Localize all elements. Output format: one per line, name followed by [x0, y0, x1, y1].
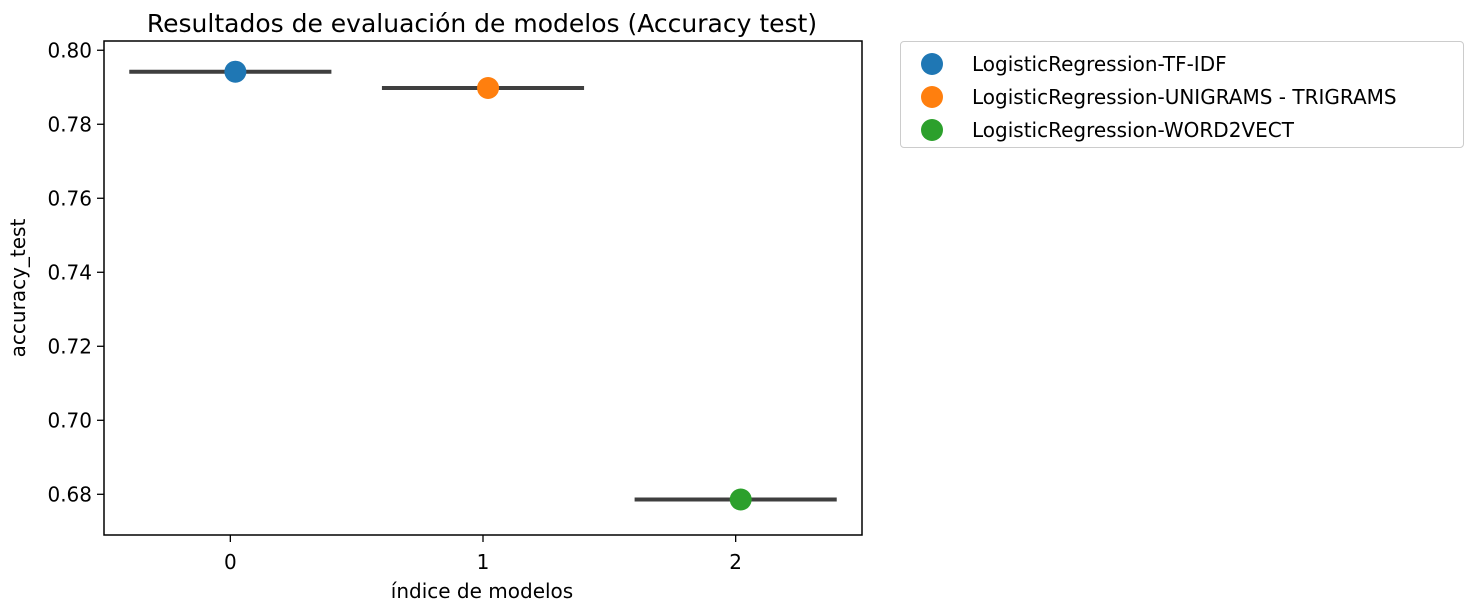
legend-item: LogisticRegression-UNIGRAMS - TRIGRAMS: [921, 79, 1397, 115]
plot-frame: [103, 40, 863, 536]
legend-label: LogisticRegression-UNIGRAMS - TRIGRAMS: [972, 85, 1397, 109]
y-tick-label: 0.80: [47, 38, 92, 62]
y-tick-label: 0.78: [47, 112, 92, 136]
legend-item: LogisticRegression-WORD2VECT: [921, 112, 1294, 148]
y-tick-label: 0.68: [47, 482, 92, 506]
y-tick-label: 0.76: [47, 186, 92, 210]
legend-marker: [921, 86, 943, 108]
y-axis-label: accuracy_test: [6, 219, 30, 358]
y-tick-label: 0.72: [47, 334, 92, 358]
y-tick-label: 0.70: [47, 408, 92, 432]
legend-item: LogisticRegression-TF-IDF: [921, 46, 1227, 82]
legend-label: LogisticRegression-TF-IDF: [972, 52, 1227, 76]
y-tick-label: 0.74: [47, 260, 92, 284]
legend-label: LogisticRegression-WORD2VECT: [972, 118, 1294, 142]
x-tick-label: 2: [729, 550, 742, 574]
data-point: [224, 60, 247, 83]
data-point: [729, 488, 752, 511]
legend-marker: [921, 119, 943, 141]
x-tick-label: 0: [224, 550, 237, 574]
x-tick-label: 1: [477, 550, 490, 574]
chart-title: Resultados de evaluación de modelos (Acc…: [147, 9, 817, 38]
legend: LogisticRegression-TF-IDF LogisticRegres…: [900, 41, 1464, 148]
data-point: [477, 76, 500, 99]
legend-marker: [921, 53, 943, 75]
x-axis-label: índice de modelos: [391, 579, 573, 603]
